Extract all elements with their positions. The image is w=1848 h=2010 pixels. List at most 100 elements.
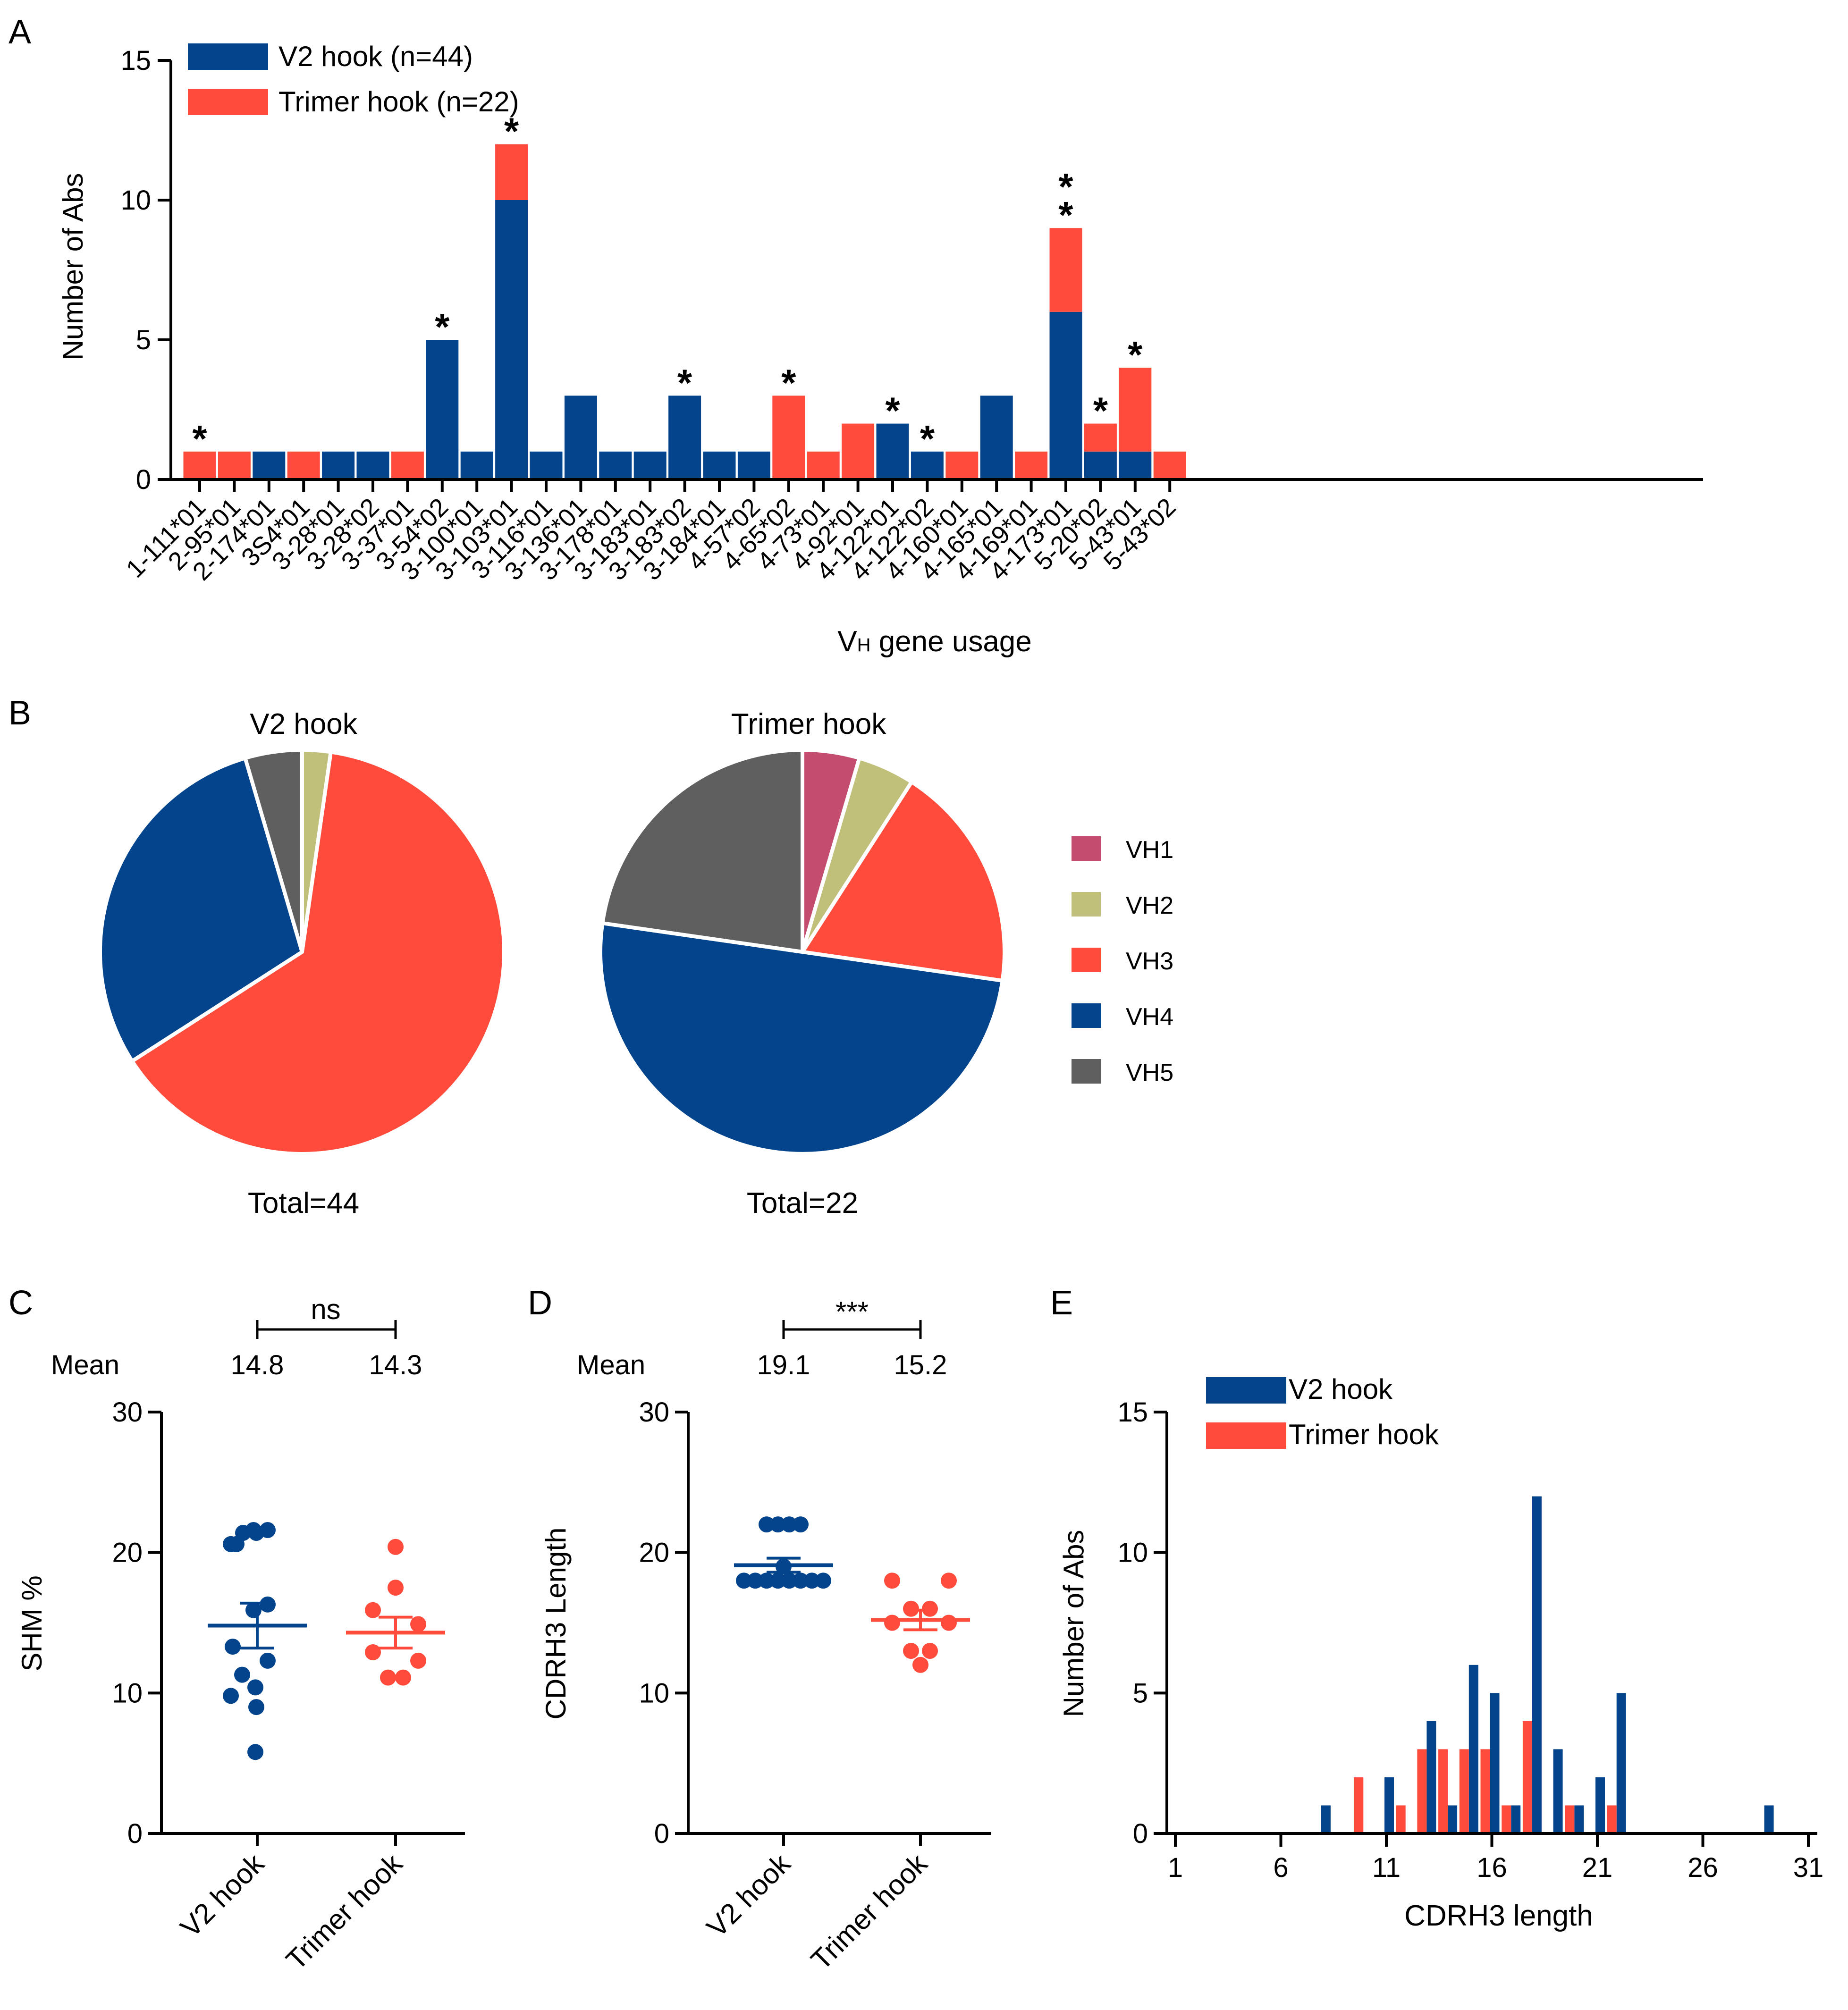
- d-point-trimer: [922, 1643, 938, 1659]
- e-legend-swatch-trimer: [1206, 1422, 1286, 1449]
- e-bars: [1321, 1496, 1774, 1833]
- d-mean-v2: 19.1: [757, 1350, 810, 1380]
- c-point-v2: [248, 1524, 264, 1541]
- a-bar-v2: [599, 451, 632, 479]
- a-bar-v2: [737, 451, 770, 479]
- b-pie-v2-hook: [98, 748, 506, 1156]
- b-legend-label-vh3: VH3: [1126, 948, 1173, 975]
- d-point-v2: [770, 1573, 786, 1589]
- a-bar-v2: [633, 451, 667, 479]
- e-legend-label-trimer: Trimer hook: [1289, 1419, 1439, 1450]
- d-mean-label: Mean: [577, 1350, 645, 1380]
- a-asterisk: *: [435, 306, 450, 348]
- b-pie-slice-vh4: [600, 923, 1003, 1154]
- a-asterisk: *: [920, 418, 935, 460]
- a-asterisk: *: [504, 110, 519, 152]
- b-pie1-title: V2 hook: [250, 708, 358, 740]
- c-point-v2: [260, 1652, 276, 1669]
- e-bar-v2: [1384, 1777, 1394, 1833]
- e-bar-v2: [1616, 1693, 1626, 1833]
- b-legend-swatch-vh2: [1072, 892, 1101, 917]
- b-pie-slice-vh5: [600, 748, 804, 954]
- a-asterisk: *: [885, 390, 900, 432]
- e-bar-trimer: [1480, 1749, 1490, 1833]
- e-y-tick-label: 15: [1117, 1397, 1148, 1428]
- e-bar-trimer: [1438, 1749, 1448, 1833]
- b-legend: VH1 VH2 VH3 VH4 VH5: [1072, 836, 1173, 1086]
- d-point-v2: [770, 1516, 786, 1533]
- e-bar-trimer: [1502, 1805, 1511, 1833]
- e-legend-label-v2: V2 hook: [1289, 1373, 1393, 1405]
- e-bar-v2: [1553, 1749, 1563, 1833]
- a-legend-label-trimer: Trimer hook (n=22): [278, 86, 519, 118]
- e-bar-trimer: [1522, 1721, 1532, 1833]
- c-mean-v2: 14.8: [231, 1350, 284, 1380]
- a-y-tick-label: 5: [136, 325, 151, 355]
- c-y-axis-ticks: 0 10 20 30: [112, 1397, 161, 1849]
- c-point-v2: [247, 1744, 263, 1760]
- a-x-tick-labels: 1-111*012-95*012-174*013S4*013-28*013-28…: [121, 479, 1181, 586]
- e-y-tick-label: 5: [1133, 1678, 1148, 1708]
- a-y-tick-label: 10: [120, 185, 151, 216]
- panel-label-c: C: [8, 1284, 33, 1322]
- a-bar-v2: [530, 451, 563, 479]
- a-bar-trimer: [287, 451, 320, 479]
- d-point-v2: [815, 1573, 831, 1589]
- e-x-tick-label: 26: [1688, 1852, 1718, 1883]
- c-significance-bracket: [256, 1320, 397, 1339]
- d-point-v2: [759, 1516, 775, 1533]
- a-y-axis-label: Number of Abs: [57, 173, 89, 361]
- c-point-trimer: [388, 1539, 404, 1555]
- e-legend-swatch-v2: [1206, 1377, 1286, 1404]
- c-y-tick-label: 30: [112, 1397, 143, 1428]
- d-point-v2: [804, 1573, 820, 1589]
- a-legend: V2 hook (n=44) Trimer hook (n=22): [188, 41, 519, 118]
- a-bar-v2: [426, 340, 459, 479]
- panel-c-shm-scatter: Mean 14.8 14.3 ns 0 10 20 30 SHM % V2 hook T…: [16, 1294, 465, 1976]
- a-asterisk: *: [192, 418, 207, 460]
- a-asterisk: *: [1128, 334, 1143, 376]
- b-pie1-total: Total=44: [248, 1187, 359, 1219]
- b-legend-swatch-vh5: [1072, 1059, 1101, 1084]
- d-point-trimer: [941, 1615, 957, 1631]
- a-bar-v2: [322, 451, 355, 479]
- e-x-tick-label: 1: [1168, 1852, 1183, 1883]
- b-pie2-title: Trimer hook: [731, 708, 886, 740]
- a-bar-v2: [1084, 451, 1117, 479]
- d-x-tick-label: Trimer hook: [805, 1847, 934, 1976]
- a-y-tick-label: 0: [136, 464, 151, 495]
- e-bar-trimer: [1417, 1749, 1427, 1833]
- a-bar-trimer: [495, 144, 528, 200]
- e-x-axis-label: CDRH3 length: [1404, 1900, 1593, 1932]
- d-point-v2: [781, 1573, 797, 1589]
- d-point-trimer: [903, 1643, 919, 1659]
- d-point-trimer: [941, 1573, 957, 1589]
- a-bar-v2: [876, 423, 909, 479]
- a-bar-trimer: [945, 451, 979, 479]
- e-x-tick-label: 16: [1477, 1852, 1507, 1883]
- c-mean-trimer: 14.3: [369, 1350, 422, 1380]
- b-legend-label-vh5: VH5: [1126, 1059, 1173, 1086]
- a-bar-v2: [460, 451, 493, 479]
- e-y-axis-label: Number of Abs: [1058, 1530, 1089, 1717]
- a-bar-v2: [1119, 451, 1152, 479]
- e-bar-v2: [1764, 1805, 1774, 1833]
- d-point-trimer: [884, 1615, 900, 1631]
- d-x-tick-label: V2 hook: [700, 1847, 797, 1943]
- a-legend-label-v2: V2 hook (n=44): [278, 41, 473, 72]
- c-significance-label: ns: [311, 1294, 340, 1325]
- d-point-v2: [759, 1573, 775, 1589]
- d-y-tick-label: 30: [639, 1397, 669, 1428]
- c-x-tick-label: Trimer hook: [280, 1847, 409, 1976]
- e-bar-v2: [1511, 1805, 1521, 1833]
- c-y-tick-label: 0: [127, 1818, 143, 1849]
- e-y-tick-label: 10: [1117, 1538, 1148, 1568]
- c-point-trimer: [395, 1669, 411, 1686]
- d-point-v2: [747, 1573, 763, 1589]
- a-bar-trimer: [1049, 228, 1082, 312]
- e-x-tick-label: 31: [1793, 1852, 1824, 1883]
- panel-b-pie-charts: V2 hook Total=44 Trimer hook Total=22 VH…: [98, 708, 1173, 1219]
- b-pie-slice-vh3: [801, 780, 1006, 983]
